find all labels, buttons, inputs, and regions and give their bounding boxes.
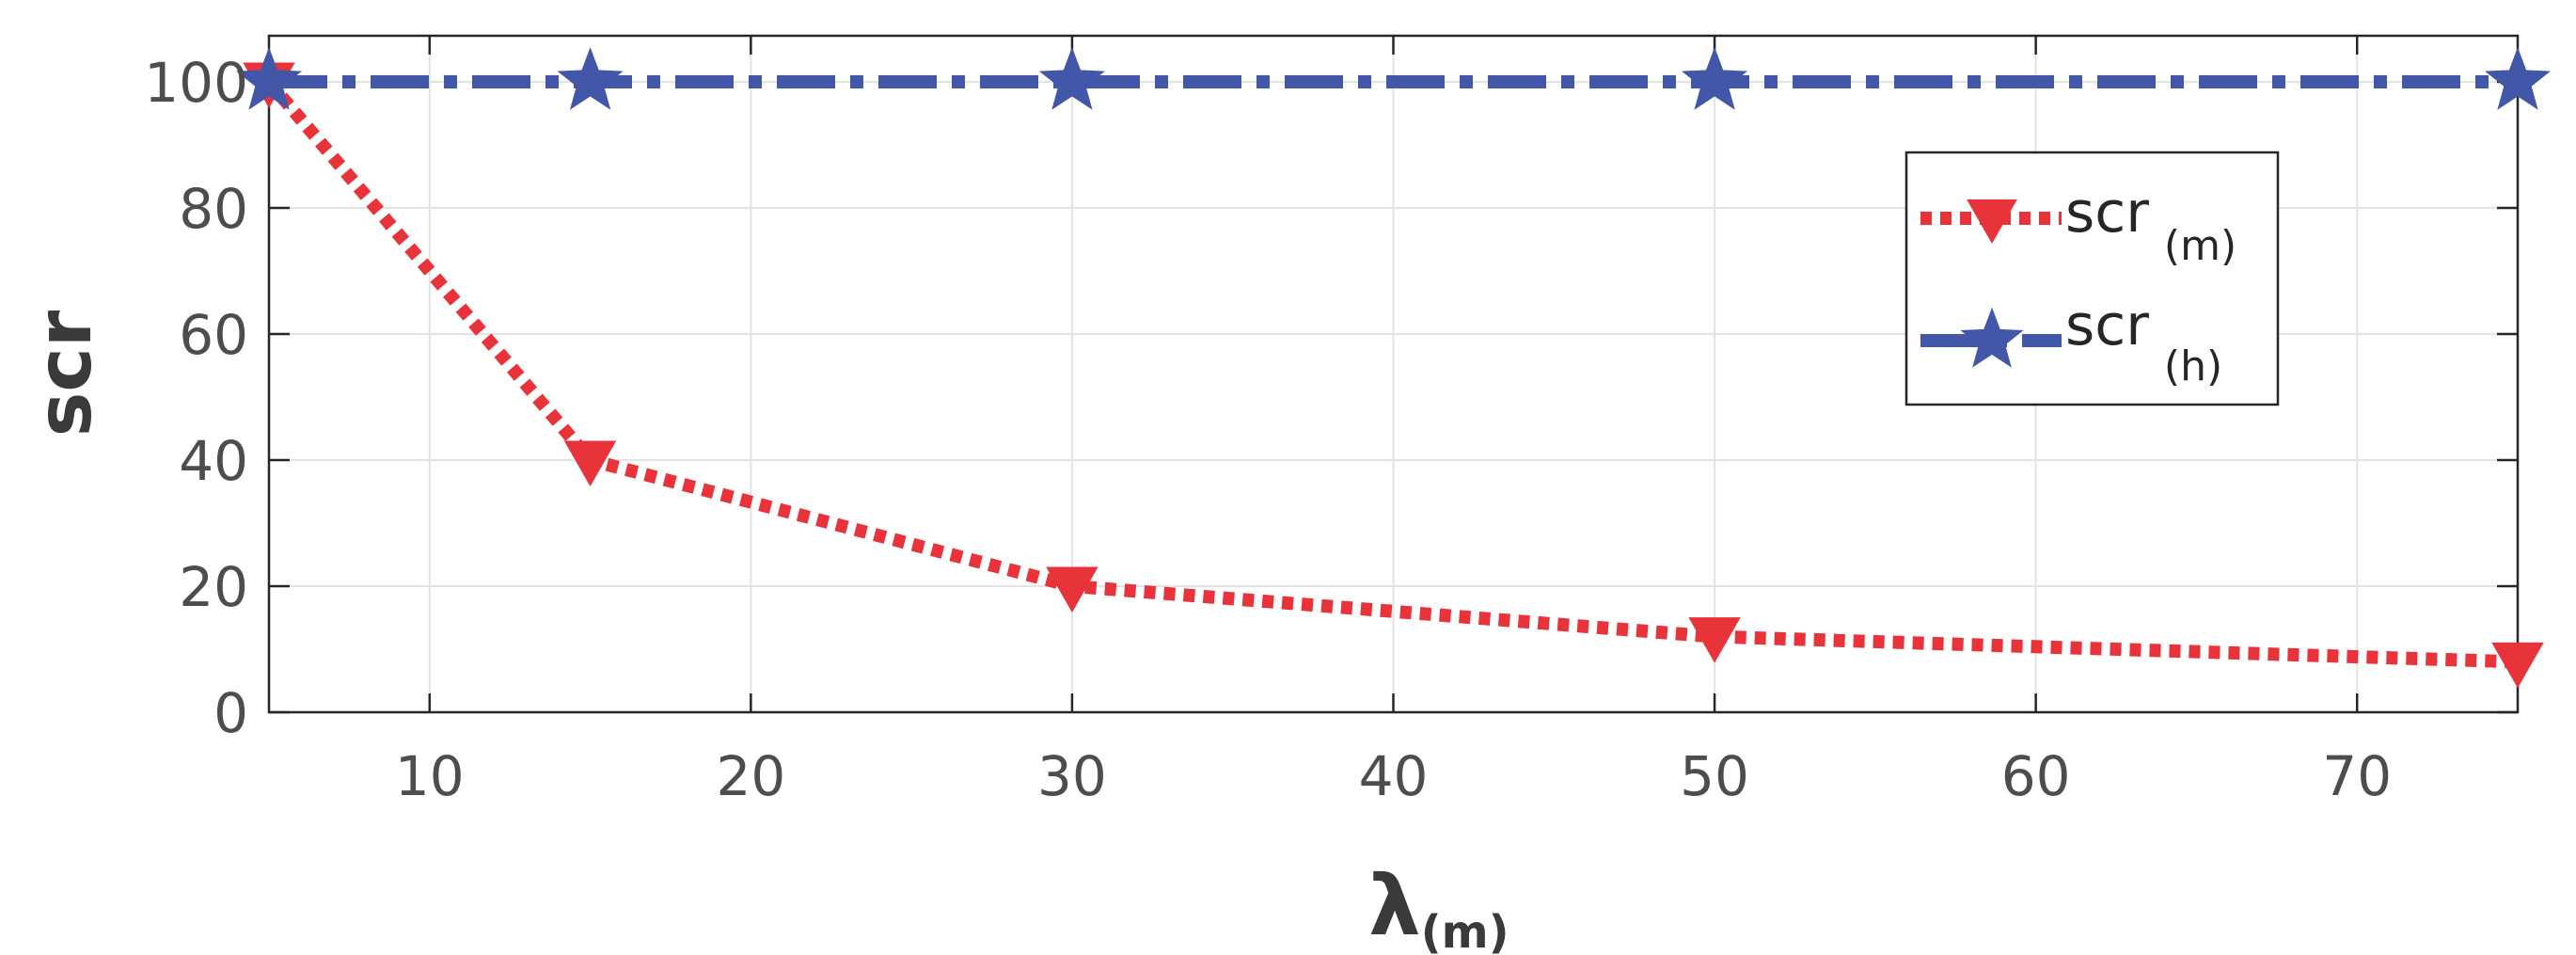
data-point-scr-h-15 (557, 47, 624, 110)
y-tick-label-20: 20 (179, 555, 248, 619)
legend: scr (m) scr (h) (1904, 151, 2280, 406)
data-point-scr-h-75 (2484, 47, 2552, 110)
x-axis-label: λ(m) (1368, 857, 1509, 955)
legend-box (1904, 151, 2280, 406)
x-tick-label-40: 40 (1359, 744, 1429, 808)
x-axis-label-main: λ (1368, 857, 1421, 954)
x-tick-label-20: 20 (716, 744, 785, 808)
y-tick-label-80: 80 (179, 177, 248, 241)
legend-entry-scr-m: scr (m) (1920, 180, 2236, 270)
data-point-scr-m-50 (1688, 617, 1741, 663)
y-tick-label-60: 60 (179, 303, 248, 367)
data-point-scr-h-30 (1038, 47, 1106, 110)
x-tick-label-60: 60 (2001, 744, 2071, 808)
data-point-scr-m-30 (1046, 566, 1098, 613)
legend-label-scr-m-main: scr (2065, 180, 2149, 246)
svg-text:λ(m): λ(m) (1368, 857, 1509, 955)
svg-text:scr(h): scr (h) (2065, 293, 2222, 390)
legend-marker-scr-m (1967, 199, 2017, 245)
svg-text:scr(m): scr (m) (2065, 180, 2236, 270)
data-point-scr-h-50 (1681, 47, 1748, 110)
legend-entry-scr-h: scr (h) (1920, 293, 2222, 390)
series-scr-h (235, 47, 2552, 110)
x-tick-label-30: 30 (1037, 744, 1107, 808)
legend-label-scr-h-main: scr (2065, 293, 2149, 358)
x-tick-label-10: 10 (395, 744, 465, 808)
y-tick-label-100: 100 (144, 51, 248, 115)
data-point-scr-m-15 (563, 440, 617, 487)
legend-label-scr-h-sub: (h) (2164, 342, 2222, 390)
data-point-scr-m-75 (2491, 642, 2544, 689)
y-axis-label: scr (21, 310, 108, 437)
x-axis-label-sub: (m) (1421, 906, 1509, 955)
x-tick-label-50: 50 (1680, 744, 1749, 808)
x-tick-label-70: 70 (2322, 744, 2392, 808)
legend-marker-scr-h (1960, 307, 2024, 368)
legend-label-scr-m-sub: (m) (2164, 222, 2236, 270)
y-tick-label-0: 0 (213, 681, 248, 745)
tick-labels: 10 20 30 40 50 60 70 0 20 40 60 80 100 (144, 51, 2392, 808)
series-layer (235, 47, 2552, 689)
y-tick-label-40: 40 (179, 429, 248, 493)
data-point-scr-h-5 (235, 47, 303, 110)
